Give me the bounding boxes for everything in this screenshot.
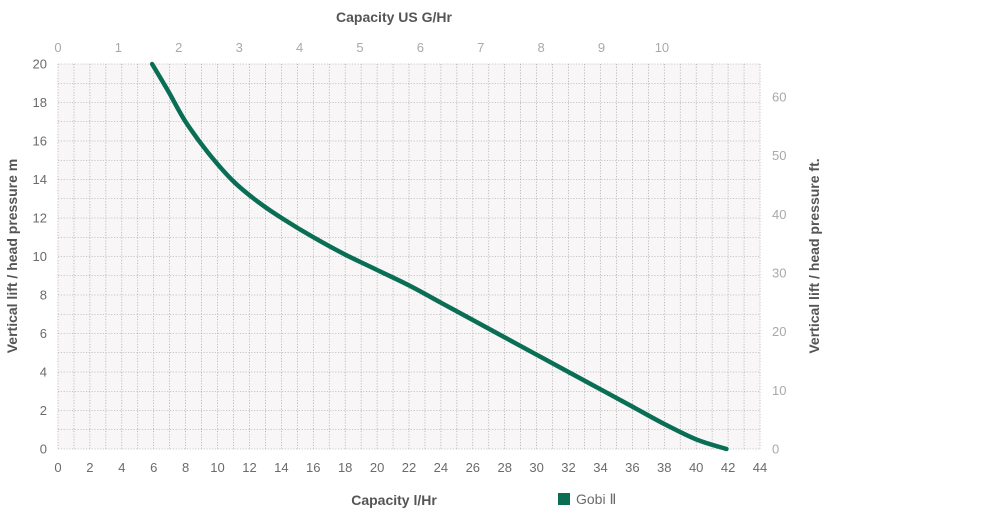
y-left-tick-label: 8 [40,288,47,303]
bottom-x-axis-title: Capacity l/Hr [351,492,437,508]
x-bottom-tick-label: 34 [593,460,607,475]
y-right-tick-label: 50 [772,148,786,163]
x-bottom-tick-label: 38 [657,460,671,475]
legend-swatch [558,493,570,505]
y-right-tick-label: 20 [772,324,786,339]
x-bottom-tick-label: 42 [721,460,735,475]
x-top-tick-label: 7 [477,40,484,55]
series-line-gobi-2 [149,61,729,452]
x-bottom-tick-label: 12 [242,460,256,475]
y-left-tick-label: 2 [40,403,47,418]
x-top-tick-label: 0 [54,40,61,55]
x-bottom-tick-label: 16 [306,460,320,475]
y-right-tick-label: 60 [772,89,786,104]
x-bottom-tick-label: 0 [54,460,61,475]
x-top-tick-label: 4 [296,40,303,55]
x-bottom-tick-label: 32 [561,460,575,475]
y-right-tick-label: 10 [772,383,786,398]
x-bottom-tick-label: 44 [753,460,767,475]
x-bottom-tick-label: 18 [338,460,352,475]
y-left-tick-label: 0 [40,442,47,457]
x-bottom-tick-label: 30 [529,460,543,475]
y-left-tick-label: 4 [40,365,47,380]
y-left-tick-label: 10 [33,249,47,264]
x-bottom-tick-label: 10 [210,460,224,475]
y-right-tick-label: 40 [772,207,786,222]
grid-lines [57,63,761,450]
x-bottom-tick-label: 40 [689,460,703,475]
x-top-tick-label: 10 [655,40,669,55]
x-bottom-tick-label: 8 [182,460,189,475]
x-top-tick-label: 3 [236,40,243,55]
x-bottom-tick-label: 14 [274,460,288,475]
x-bottom-tick-label: 26 [466,460,480,475]
y-left-tick-label: 18 [33,95,47,110]
x-top-tick-label: 8 [538,40,545,55]
top-x-axis-title: Capacity US G/Hr [336,9,452,25]
x-bottom-tick-label: 4 [118,460,125,475]
tick-labels: 0 2 4 6 8 10 12 14 16 18 20 22 24 26 28 30 32 34 36 38 40 42 4… [33,40,787,475]
x-bottom-tick-label: 36 [625,460,639,475]
x-top-tick-label: 6 [417,40,424,55]
y-right-tick-label: 30 [772,265,786,280]
x-bottom-tick-label: 20 [370,460,384,475]
right-y-axis-title: Vertical lift / head pressure ft. [806,158,822,353]
series-group [149,61,729,452]
x-top-tick-label: 9 [598,40,605,55]
x-bottom-tick-label: 2 [86,460,93,475]
y-left-tick-label: 6 [40,326,47,341]
y-left-tick-label: 12 [33,211,47,226]
legend-label: Gobi Ⅱ [576,491,616,507]
y-right-tick-label: 0 [772,442,779,457]
y-left-tick-label: 20 [33,57,47,72]
x-bottom-tick-label: 24 [434,460,448,475]
x-top-tick-label: 1 [115,40,122,55]
x-bottom-tick-label: 28 [497,460,511,475]
x-top-tick-label: 2 [175,40,182,55]
x-bottom-tick-label: 6 [150,460,157,475]
x-top-tick-label: 5 [356,40,363,55]
left-y-axis-title: Vertical lift / head pressure m [4,159,20,354]
y-left-tick-label: 16 [33,134,47,149]
x-bottom-tick-label: 22 [402,460,416,475]
legend: Gobi Ⅱ [558,491,616,507]
y-left-tick-label: 14 [33,172,47,187]
